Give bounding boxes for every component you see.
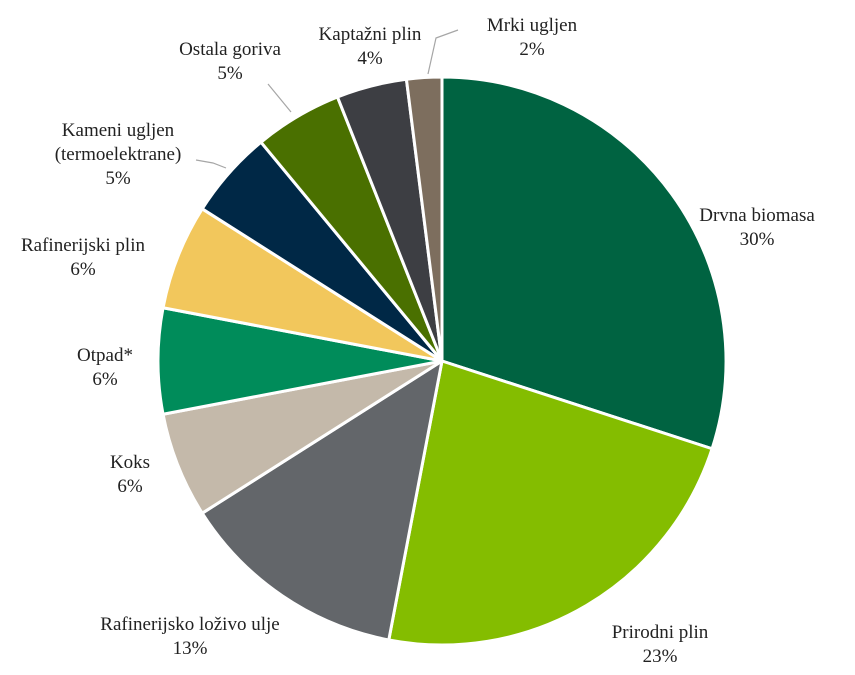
value-label: 30% (739, 229, 775, 250)
value-label: 5% (217, 63, 243, 84)
value-label: 6% (117, 476, 143, 497)
value-label: 13% (172, 638, 208, 659)
value-label: 6% (92, 369, 118, 390)
category-label: Kameni ugljen (termoelektrane) (54, 120, 182, 165)
leader-line (267, 83, 292, 113)
category-label: Ostala goriva (179, 39, 281, 60)
pie-slice (200, 359, 444, 642)
slice-label: Prirodni plin 23% (560, 621, 760, 669)
slice-label: Kameni ugljen (termoelektrane) 5% (33, 119, 203, 191)
category-label: Mrki ugljen (486, 15, 578, 36)
leader-line (427, 29, 459, 75)
category-label: Rafinerijsko loživo ulje (100, 614, 280, 635)
value-label: 2% (519, 39, 545, 60)
category-label: Drvna biomasa (699, 205, 815, 226)
slice-label: Mrki ugljen 2% (462, 14, 602, 62)
pie-slice (404, 75, 444, 363)
slice-label: Ostala goriva 5% (150, 38, 310, 86)
leader-line (195, 159, 227, 169)
category-label: Prirodni plin (611, 622, 709, 643)
slice-label: Rafinerijsko loživo ulje 13% (85, 613, 295, 661)
value-label: 6% (70, 259, 96, 280)
category-label: Kaptažni plin (318, 24, 422, 45)
pie-slice (387, 359, 714, 647)
slice-label: Otpad* 6% (45, 344, 165, 392)
category-label: Otpad* (77, 345, 133, 366)
category-label: Koks (109, 452, 151, 473)
pie-slice (440, 75, 728, 451)
value-label: 5% (105, 168, 131, 189)
value-label: 4% (357, 48, 383, 69)
slice-label: Rafinerijski plin 6% (3, 234, 163, 282)
slice-label: Drvna biomasa 30% (657, 204, 855, 252)
slice-label: Kaptažni plin 4% (290, 23, 450, 71)
slice-label: Koks 6% (70, 451, 190, 499)
category-label: Rafinerijski plin (20, 235, 145, 256)
value-label: 23% (642, 646, 678, 667)
